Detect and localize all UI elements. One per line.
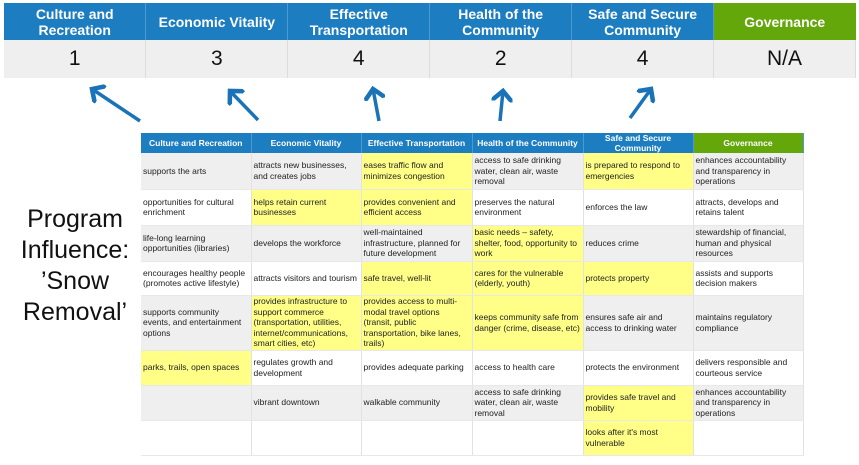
matrix-cell: ensures safe air and access to drinking …	[583, 295, 694, 351]
matrix-cell: is prepared to respond to emergencies	[583, 153, 694, 190]
matrix-cell: access to safe drinking water, clean air…	[472, 153, 584, 190]
score-header-safe: Safe and Secure Community	[571, 3, 715, 40]
matrix-cell: maintains regulatory compliance	[693, 295, 804, 351]
matrix-cell: well-maintained infrastructure, planned …	[361, 225, 473, 262]
matrix-header-row: Culture and Recreation Economic Vitality…	[141, 133, 804, 153]
matrix-header-economic: Economic Vitality	[251, 133, 362, 153]
score-safe: 4	[571, 40, 715, 78]
matrix-header-governance: Governance	[693, 133, 804, 153]
matrix-cell: looks after it's most vulnerable	[583, 420, 694, 456]
matrix-cell: access to health care	[472, 350, 584, 386]
matrix-row: vibrant downtown walkable community access…	[141, 385, 804, 421]
matrix-cell: enforces the law	[583, 189, 694, 226]
matrix-cell	[472, 420, 584, 456]
matrix-cell: vibrant downtown	[251, 385, 362, 421]
influence-matrix: Culture and Recreation Economic Vitality…	[141, 133, 804, 456]
matrix-row: supports the arts attracts new businesses…	[141, 153, 804, 190]
matrix-header-transportation: Effective Transportation	[361, 133, 473, 153]
matrix-row: opportunities for cultural enrichment hel…	[141, 189, 804, 226]
matrix-row: encourages healthy people (promotes acti…	[141, 261, 804, 296]
matrix-cell: provides adequate parking	[361, 350, 473, 386]
arrow-economic-icon	[230, 91, 260, 122]
matrix-cell: protects property	[583, 261, 694, 296]
score-header-transportation: Effective Transportation	[287, 3, 431, 40]
matrix-cell: regulates growth and development	[251, 350, 362, 386]
score-header-culture: Culture and Recreation	[4, 3, 147, 40]
matrix-cell: provides access to multi-modal travel op…	[361, 295, 473, 351]
matrix-cell	[141, 385, 252, 421]
score-header-economic: Economic Vitality	[145, 3, 289, 40]
arrow-culture-icon	[92, 89, 141, 123]
matrix-cell: enhances accountability and transparency…	[693, 153, 804, 190]
matrix-row: looks after it's most vulnerable	[141, 420, 804, 456]
matrix-cell: attracts new businesses, and creates job…	[251, 153, 362, 190]
matrix-cell: reduces crime	[583, 225, 694, 262]
matrix-cell: provides convenient and efficient access	[361, 189, 473, 226]
matrix-cell	[361, 420, 473, 456]
matrix-row: supports community events, and entertain…	[141, 295, 804, 351]
score-header-health: Health of the Community	[429, 3, 573, 40]
score-economic: 3	[145, 40, 289, 78]
score-culture: 1	[4, 40, 147, 78]
matrix-cell: develops the workforce	[251, 225, 362, 262]
matrix-header-culture: Culture and Recreation	[141, 133, 252, 153]
matrix-cell: access to safe drinking water, clean air…	[472, 385, 584, 421]
matrix-cell: parks, trails, open spaces	[141, 350, 252, 386]
score-governance: N/A	[713, 40, 856, 78]
title-line: Removal’	[22, 298, 128, 326]
arrows	[0, 0, 859, 123]
matrix-cell: stewardship of financial, human and phys…	[693, 225, 804, 262]
matrix-row: life-long learning opportunities (librar…	[141, 225, 804, 262]
matrix-cell: protects the environment	[583, 350, 694, 386]
score-row: 1 3 4 2 4 N/A	[4, 40, 856, 78]
matrix-cell: provides safe travel and mobility	[583, 385, 694, 421]
matrix-cell	[693, 420, 804, 456]
matrix-cell: preserves the natural environment	[472, 189, 584, 226]
score-table: Culture and Recreation Economic Vitality…	[4, 3, 856, 78]
matrix-row: parks, trails, open spaces regulates grow…	[141, 350, 804, 386]
matrix-cell: life-long learning opportunities (librar…	[141, 225, 252, 262]
matrix-cell: opportunities for cultural enrichment	[141, 189, 252, 226]
matrix-cell: encourages healthy people (promotes acti…	[141, 261, 252, 296]
matrix-cell	[251, 420, 362, 456]
matrix-cell: attracts visitors and tourism	[251, 261, 362, 296]
arrow-transportation-icon	[373, 89, 379, 122]
matrix-cell: safe travel, well-lit	[361, 261, 473, 296]
matrix-cell: attracts, develops and retains talent	[693, 189, 804, 226]
matrix-header-health: Health of the Community	[472, 133, 584, 153]
matrix-cell: basic needs – safety, shelter, food, opp…	[472, 225, 584, 262]
arrow-safe-icon	[628, 89, 651, 120]
matrix-cell: walkable community	[361, 385, 473, 421]
matrix-cell: assists and supports decision makers	[693, 261, 804, 296]
matrix-cell	[141, 420, 252, 456]
title-line: Program	[27, 205, 123, 233]
score-health: 2	[429, 40, 573, 78]
matrix-cell: helps retain current businesses	[251, 189, 362, 226]
title-line: Influence:	[20, 236, 130, 264]
program-influence-title: Program Influence: ’Snow Removal’	[0, 204, 150, 328]
score-header-governance: Governance	[713, 3, 856, 40]
arrow-health-icon	[500, 91, 503, 122]
matrix-header-safe: Safe and Secure Community	[583, 133, 694, 153]
matrix-cell: cares for the vulnerable (elderly, youth…	[472, 261, 584, 296]
matrix-cell: eases traffic flow and minimizes congest…	[361, 153, 473, 190]
title-line: ’Snow	[40, 267, 110, 295]
matrix-cell: supports the arts	[141, 153, 252, 190]
score-header-row: Culture and Recreation Economic Vitality…	[4, 3, 856, 40]
matrix-cell: provides infrastructure to support comme…	[251, 295, 362, 351]
score-transportation: 4	[287, 40, 431, 78]
matrix-cell: enhances accountability and transparency…	[693, 385, 804, 421]
matrix-cell: delivers responsible and courteous servi…	[693, 350, 804, 386]
matrix-cell: keeps community safe from danger (crime,…	[472, 295, 584, 351]
matrix-cell: supports community events, and entertain…	[141, 295, 252, 351]
